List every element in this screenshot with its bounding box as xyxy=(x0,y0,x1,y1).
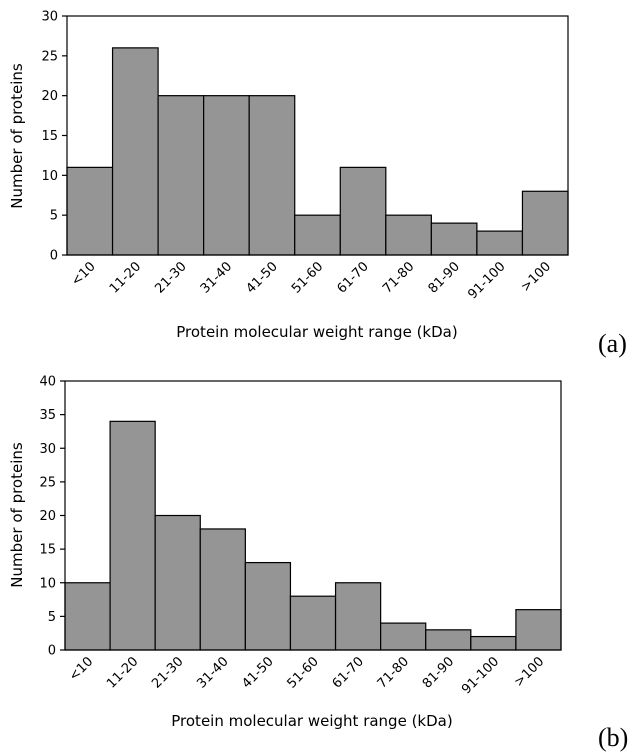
bar-b-9 xyxy=(470,635,517,651)
bar-b-4 xyxy=(244,561,292,651)
bar-b-1 xyxy=(109,420,156,651)
y-tick-label-b-0: 0 xyxy=(48,644,56,659)
y-tick-label-b-6: 30 xyxy=(39,442,56,457)
x-tick-label-a-10: >100 xyxy=(518,259,554,295)
bar-a-5 xyxy=(294,214,341,256)
x-tick-label-b-5: 51-60 xyxy=(285,654,322,691)
x-axis-title-a: Protein molecular weight range (kDa) xyxy=(176,323,457,341)
y-ticks-b: 0 5 10 15 20 25 30 35 40 xyxy=(39,375,65,659)
bar-b-10 xyxy=(515,609,562,651)
y-tick-label-a-1: 5 xyxy=(50,209,58,224)
y-tick-label-b-7: 35 xyxy=(39,408,56,423)
y-tick-label-b-5: 25 xyxy=(39,475,56,490)
x-tick-label-b-4: 41-50 xyxy=(239,654,276,691)
y-axis-title-a: Number of proteins xyxy=(8,63,26,209)
bar-a-4 xyxy=(248,95,296,256)
x-tick-label-b-10: >100 xyxy=(511,654,547,690)
y-tick-label-a-3: 15 xyxy=(41,129,58,144)
x-tick-label-b-8: 81-90 xyxy=(420,654,457,691)
y-tick-label-a-6: 30 xyxy=(41,10,58,25)
bar-a-9 xyxy=(476,230,524,256)
bars-a xyxy=(66,47,569,256)
bar-a-7 xyxy=(385,214,432,256)
x-tick-label-a-9: 91-100 xyxy=(465,259,508,302)
y-tick-label-a-5: 25 xyxy=(41,49,58,64)
x-tick-label-b-7: 71-80 xyxy=(375,654,412,691)
y-tick-label-b-3: 15 xyxy=(39,543,56,558)
bar-b-5 xyxy=(289,595,337,651)
bar-b-8 xyxy=(425,629,472,651)
bar-a-8 xyxy=(430,222,478,256)
x-ticks-b: <10 11-20 21-30 31-40 41-50 51-60 61-70 71-80 81… xyxy=(66,654,547,697)
x-tick-label-a-3: 31-40 xyxy=(198,259,235,296)
x-tick-label-b-9: 91-100 xyxy=(459,654,502,697)
y-ticks-a: 0 5 10 15 20 25 30 xyxy=(41,10,67,264)
x-tick-label-a-1: 11-20 xyxy=(107,259,144,296)
panel-label-b: (b) xyxy=(598,723,628,752)
x-tick-label-b-0: <10 xyxy=(66,654,96,684)
x-axis-title-b: Protein molecular weight range (kDa) xyxy=(171,712,452,730)
bar-a-2 xyxy=(157,95,205,256)
bar-b-3 xyxy=(199,528,246,651)
x-ticks-a: <10 11-20 21-30 31-40 41-50 51-60 61-70 71-80 81… xyxy=(69,259,554,302)
x-tick-label-b-2: 21-30 xyxy=(149,654,186,691)
chart-a: 0 5 10 15 20 25 30 <10 11-20 21-30 31-40 41-50 51-6… xyxy=(8,10,627,359)
x-tick-label-b-3: 31-40 xyxy=(194,654,231,691)
bar-a-1 xyxy=(111,47,159,256)
x-tick-label-a-5: 51-60 xyxy=(289,259,326,296)
y-tick-label-b-8: 40 xyxy=(39,375,56,390)
y-tick-label-b-4: 20 xyxy=(39,509,56,524)
x-tick-label-a-8: 81-90 xyxy=(426,259,463,296)
bar-a-10 xyxy=(521,190,569,256)
y-tick-label-a-4: 20 xyxy=(41,89,58,104)
x-tick-label-a-4: 41-50 xyxy=(244,259,281,296)
x-tick-label-a-7: 71-80 xyxy=(380,259,417,296)
x-tick-label-b-1: 11-20 xyxy=(104,654,141,691)
bar-b-2 xyxy=(154,514,201,651)
y-axis-title-b: Number of proteins xyxy=(8,442,26,588)
y-tick-label-a-2: 10 xyxy=(41,169,58,184)
x-tick-label-b-6: 61-70 xyxy=(330,654,367,691)
chart-b: 0 5 10 15 20 25 30 35 40 <10 11-20 21-30 31-40 41-50… xyxy=(8,375,628,753)
bar-a-6 xyxy=(339,166,387,256)
x-tick-label-a-0: <10 xyxy=(69,259,99,289)
bar-b-7 xyxy=(380,622,427,651)
y-tick-label-b-2: 10 xyxy=(39,576,56,591)
y-tick-label-b-1: 5 xyxy=(48,610,56,625)
bar-a-3 xyxy=(203,95,250,256)
y-tick-label-a-0: 0 xyxy=(50,249,58,264)
x-tick-label-a-6: 61-70 xyxy=(335,259,372,296)
panel-label-a: (a) xyxy=(598,329,627,358)
bar-b-6 xyxy=(334,582,382,651)
bar-b-0 xyxy=(64,582,111,651)
bar-a-0 xyxy=(66,166,114,256)
x-tick-label-a-2: 21-30 xyxy=(152,259,189,296)
bars-b xyxy=(64,420,562,651)
